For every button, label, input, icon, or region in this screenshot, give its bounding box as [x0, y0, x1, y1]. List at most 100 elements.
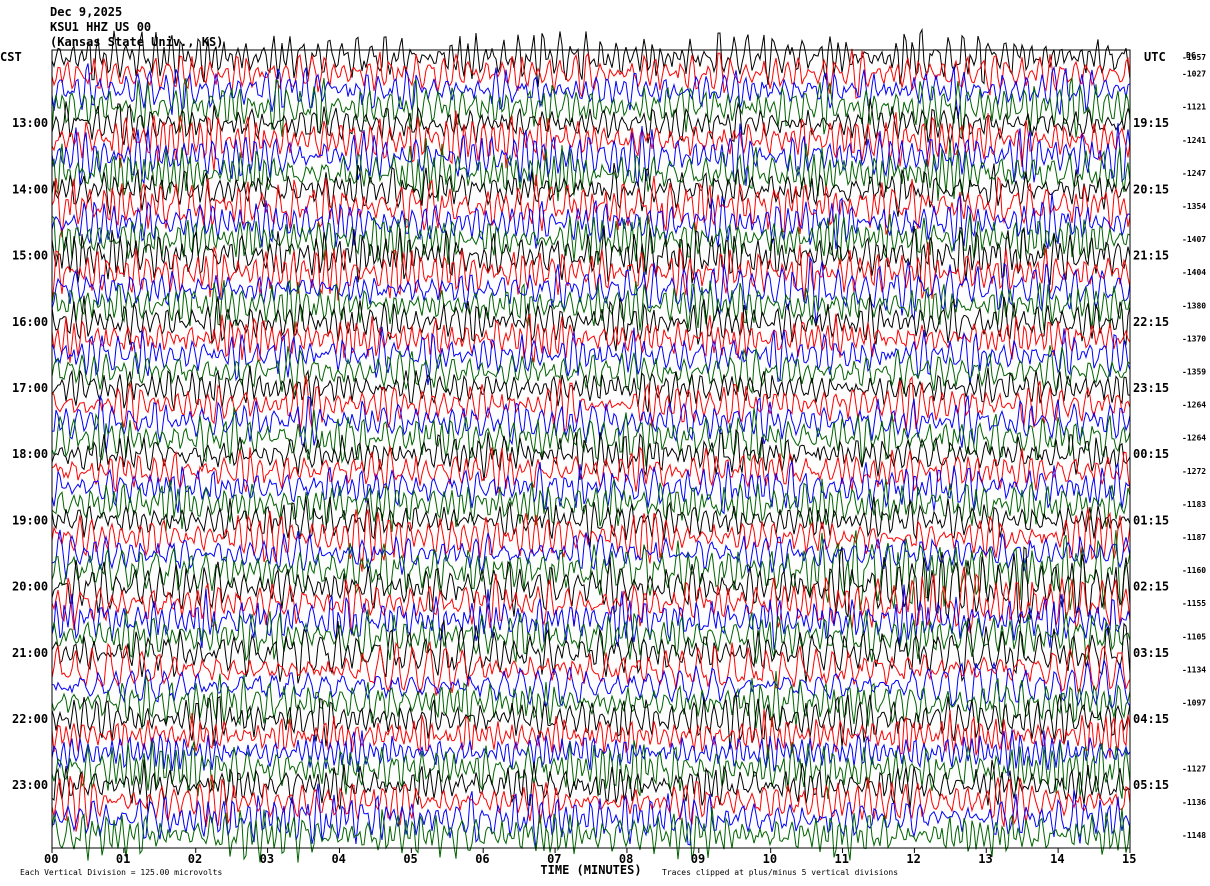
trace	[51, 659, 1131, 714]
x-tick-label: 13	[978, 852, 992, 866]
trace	[51, 428, 1131, 481]
cst-label: 23:00	[12, 778, 48, 792]
utc-label: 19:15	[1133, 116, 1169, 130]
x-tick-label: 02	[188, 852, 202, 866]
trace	[51, 326, 1131, 386]
dc-label: -1264	[1182, 434, 1206, 443]
dc-label: -1057	[1182, 53, 1206, 62]
utc-label: 05:15	[1133, 778, 1169, 792]
trace	[51, 740, 1131, 799]
x-tick-label: 04	[331, 852, 345, 866]
trace	[51, 640, 1131, 696]
date: Dec 9,2025	[50, 5, 122, 19]
network: (Kansas State Univ., KS)	[50, 35, 223, 49]
cst-label: 15:00	[12, 249, 48, 263]
dc-label: -1187	[1182, 533, 1206, 542]
trace	[51, 507, 1131, 572]
dc-label: -1127	[1182, 765, 1206, 774]
utc-label: 23:15	[1133, 381, 1169, 395]
trace	[51, 461, 1131, 515]
x-tick-label: 10	[763, 852, 777, 866]
traces	[51, 27, 1131, 863]
trace	[51, 192, 1131, 252]
dc-label: -1370	[1182, 334, 1206, 343]
cst-label: 19:00	[12, 513, 48, 527]
trace	[51, 27, 1131, 88]
dc-label: -1121	[1182, 103, 1206, 112]
dc-label: -1148	[1182, 831, 1206, 840]
trace	[51, 98, 1131, 146]
dc-label: -1136	[1182, 798, 1206, 807]
x-tick-label: 14	[1050, 852, 1064, 866]
cst-label: 17:00	[12, 381, 48, 395]
utc-label: 20:15	[1133, 182, 1169, 196]
utc-label: 03:15	[1133, 646, 1169, 660]
utc-label: 21:15	[1133, 249, 1169, 263]
trace	[52, 394, 1131, 453]
trace	[51, 546, 1131, 625]
dc-label: -1380	[1182, 301, 1206, 310]
dc-label: -1027	[1182, 70, 1206, 79]
dc-label: -1264	[1182, 401, 1206, 410]
utc-label: 02:15	[1133, 580, 1169, 594]
trace	[51, 163, 1131, 217]
trace	[51, 375, 1131, 433]
trace	[51, 709, 1131, 759]
cst-label: 16:00	[12, 315, 48, 329]
utc-label: 00:15	[1133, 447, 1169, 461]
dc-label: -1155	[1182, 599, 1206, 608]
trace	[51, 138, 1131, 203]
scale-note: Each Vertical Division = 125.00 microvol…	[20, 868, 222, 877]
dc-label: -1359	[1182, 367, 1206, 376]
dc-label: -1097	[1182, 698, 1206, 707]
utc-label: 22:15	[1133, 315, 1169, 329]
x-tick-label: 07	[547, 852, 561, 866]
trace	[51, 806, 1131, 863]
plot-frame	[51, 49, 1131, 849]
x-axis-title: TIME (MINUTES)	[540, 863, 641, 877]
x-tick-label: 15	[1122, 852, 1136, 866]
x-tick-label: 09	[691, 852, 705, 866]
station: KSU1 HHZ US 00	[50, 20, 151, 34]
clip-note: Traces clipped at plus/minus 5 vertical …	[662, 868, 898, 877]
utc-label: 04:15	[1133, 712, 1169, 726]
dc-label: -1247	[1182, 169, 1206, 178]
dc-label: -1354	[1182, 202, 1206, 211]
trace	[51, 530, 1131, 611]
trace	[51, 77, 1131, 138]
trace	[51, 407, 1131, 468]
dc-label: -1183	[1182, 500, 1206, 509]
dc-label: -1105	[1182, 632, 1206, 641]
trace	[51, 365, 1131, 413]
trace	[51, 608, 1131, 664]
dc-label: -1241	[1182, 136, 1206, 145]
x-tick-label: 05	[403, 852, 417, 866]
trace	[51, 345, 1131, 396]
utc-label: 01:15	[1133, 513, 1169, 527]
trace	[51, 783, 1131, 850]
trace	[51, 478, 1131, 533]
cst-label: 20:00	[12, 580, 48, 594]
trace	[51, 759, 1131, 814]
dc-label: -1160	[1182, 566, 1206, 575]
x-tick-label: 11	[835, 852, 849, 866]
trace	[51, 63, 1131, 119]
dc-label: -1272	[1182, 467, 1206, 476]
trace	[51, 123, 1131, 187]
trace	[51, 671, 1131, 730]
dc-title: DC	[1186, 51, 1196, 60]
cst-label: 13:00	[12, 116, 48, 130]
right-axis-title: UTC	[1144, 50, 1166, 64]
cst-label: 22:00	[12, 712, 48, 726]
trace	[51, 279, 1131, 333]
dc-label: -1407	[1182, 235, 1206, 244]
dc-label: -1134	[1182, 665, 1206, 674]
trace	[51, 617, 1131, 684]
x-tick-label: 00	[44, 852, 58, 866]
x-tick-label: 08	[619, 852, 633, 866]
x-tick-label: 03	[260, 852, 274, 866]
trace	[51, 729, 1131, 776]
x-tick-label: 12	[906, 852, 920, 866]
trace	[51, 255, 1131, 324]
